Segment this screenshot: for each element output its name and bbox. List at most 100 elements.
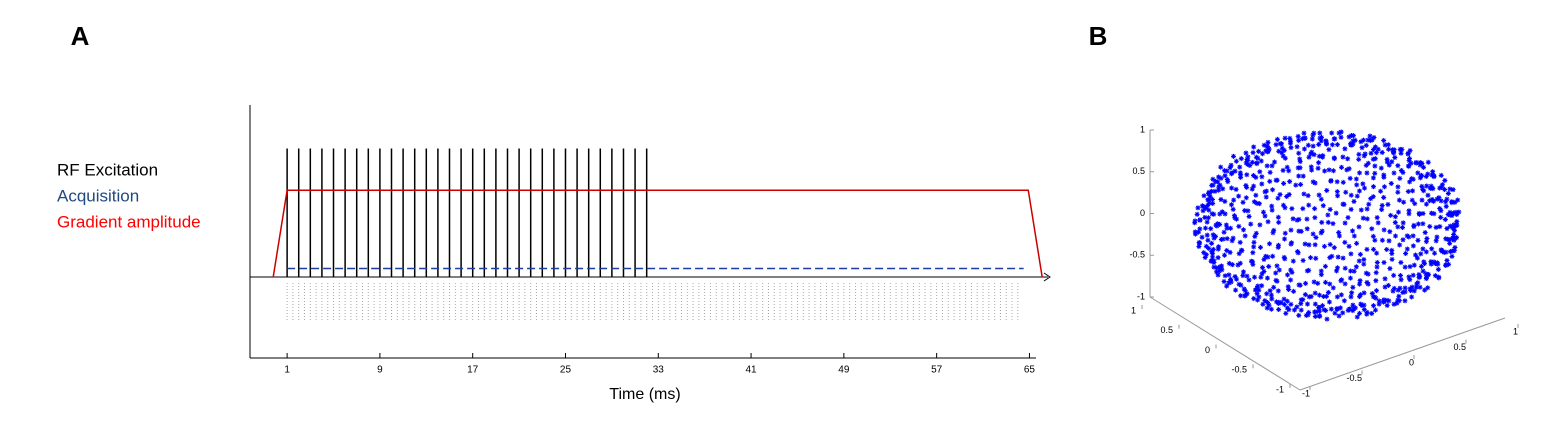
x-tick-label: 57 (931, 365, 943, 376)
point (1269, 207, 1275, 213)
point (1348, 192, 1354, 198)
point (1280, 167, 1286, 173)
point (1398, 277, 1404, 283)
point (1433, 224, 1439, 230)
point (1378, 165, 1384, 171)
point (1425, 285, 1431, 291)
point (1282, 155, 1288, 161)
point (1259, 181, 1265, 187)
point (1281, 296, 1287, 302)
point (1252, 233, 1258, 239)
point (1216, 184, 1222, 190)
point (1382, 276, 1388, 282)
point (1215, 255, 1221, 261)
point (1258, 244, 1263, 250)
point (1308, 294, 1314, 300)
point (1400, 224, 1406, 230)
point (1371, 135, 1377, 141)
tick-label: 0.5 (1132, 166, 1145, 176)
point (1219, 263, 1225, 269)
point (1342, 146, 1348, 152)
point (1395, 287, 1401, 293)
point (1364, 246, 1370, 252)
point (1221, 279, 1227, 285)
point (1298, 181, 1304, 187)
point (1303, 280, 1309, 286)
point (1418, 173, 1424, 179)
tick-label: -1 (1302, 388, 1310, 398)
point (1451, 248, 1457, 254)
point (1210, 250, 1216, 256)
point (1269, 163, 1275, 169)
point (1300, 257, 1306, 263)
point (1323, 293, 1329, 299)
point (1266, 302, 1272, 308)
point (1281, 302, 1287, 308)
point (1206, 200, 1212, 206)
point (1384, 302, 1390, 308)
point (1442, 216, 1448, 222)
point (1300, 206, 1306, 212)
point (1354, 182, 1360, 188)
point (1386, 146, 1392, 152)
point (1294, 217, 1300, 223)
point (1265, 149, 1271, 155)
point (1432, 273, 1438, 279)
point (1365, 160, 1371, 166)
point (1401, 199, 1407, 205)
point (1265, 219, 1271, 225)
point (1340, 310, 1346, 316)
point (1270, 253, 1276, 259)
point (1288, 267, 1294, 273)
point (1222, 168, 1228, 174)
point (1369, 226, 1375, 232)
point (1226, 272, 1232, 278)
point (1425, 271, 1431, 277)
point (1312, 301, 1318, 307)
point (1338, 134, 1344, 140)
point (1438, 214, 1444, 220)
point (1330, 221, 1336, 227)
point (1395, 297, 1401, 303)
point (1369, 291, 1375, 297)
point (1316, 313, 1322, 319)
point (1421, 164, 1427, 170)
point (1214, 265, 1220, 271)
point (1391, 301, 1397, 307)
point (1226, 260, 1232, 266)
point (1261, 209, 1267, 215)
point (1275, 242, 1281, 248)
point (1276, 148, 1282, 154)
point (1296, 150, 1302, 156)
point (1284, 305, 1290, 311)
point (1339, 164, 1345, 170)
point (1328, 178, 1334, 184)
point (1370, 233, 1376, 239)
point (1357, 294, 1363, 300)
point (1386, 238, 1392, 244)
point-cloud (1192, 129, 1462, 322)
point (1253, 192, 1259, 198)
point (1220, 236, 1226, 242)
point (1252, 287, 1258, 293)
point (1327, 206, 1333, 212)
point (1421, 259, 1427, 265)
point (1309, 149, 1315, 155)
point (1366, 201, 1372, 207)
point (1338, 292, 1344, 298)
point (1196, 243, 1202, 249)
point (1373, 150, 1379, 156)
point (1363, 270, 1369, 276)
point (1262, 213, 1268, 219)
point (1286, 168, 1292, 174)
point (1353, 264, 1359, 270)
point (1230, 235, 1236, 241)
point (1419, 197, 1425, 203)
point (1441, 249, 1447, 255)
point (1345, 215, 1351, 221)
point (1259, 271, 1265, 277)
point (1338, 129, 1344, 135)
point (1392, 220, 1398, 226)
point (1260, 151, 1266, 157)
point (1429, 246, 1435, 252)
